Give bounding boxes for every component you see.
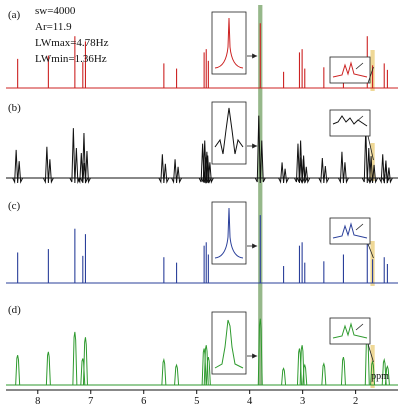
tick-label: 4 [247,396,253,407]
peak [202,151,214,184]
panel-label: (d) [8,304,21,316]
param-lwmin: LWmin=1.36Hz [35,53,107,65]
peak [205,357,211,386]
peak [45,351,51,386]
inset-marker [329,56,371,84]
peak [254,115,266,184]
peak [200,140,212,184]
peak [318,158,330,184]
peak [278,162,290,184]
tick-label: 2 [353,396,358,407]
peak [72,331,78,386]
panel-b: (b) [6,101,398,184]
inset-marker [329,109,371,137]
peak [384,364,390,386]
peak [161,357,167,386]
tick-label: 7 [88,396,93,407]
panel-a: (a) [6,9,398,91]
peak [381,160,393,184]
peak [367,156,379,184]
inset-marker [329,317,371,345]
param-ar: Ar=11.9 [35,21,72,33]
panel-label: (c) [8,200,21,212]
param-lwmax: LWmax=4.78Hz [35,37,109,49]
peak [257,318,263,386]
param-sw: sw=4000 [35,5,76,17]
tick-label: 8 [35,396,40,407]
ppm-axis: 8 7 6 5 4 3 2 ppm [6,371,398,407]
peak [158,154,170,184]
inset-marker [329,217,371,245]
tick-label: 6 [141,396,146,407]
peak [82,337,88,386]
peak [42,146,54,184]
peak [174,363,180,386]
highlight-band-marker [370,143,375,181]
x-axis-label: ppm [371,371,389,382]
peak [302,363,308,386]
inset-solvent [211,11,247,75]
peak [15,355,21,386]
peak [80,133,91,184]
inset-solvent [211,201,247,265]
peak [321,362,327,386]
panel-d: (d) [6,304,398,388]
peak [281,367,287,386]
panel-label: (b) [8,102,21,114]
peak [370,359,376,386]
peak [337,151,349,184]
peak [361,128,373,184]
peak [299,159,311,184]
inset-solvent [211,311,247,375]
peak [198,143,210,184]
tick-label: 5 [194,396,199,407]
tick-label: 3 [300,396,305,407]
spectra-panels: (a) (b) (c) (d) [6,5,398,388]
panel-label: (a) [8,9,21,21]
highlight-band-marker [370,345,375,388]
panel-c: (c) [6,200,398,286]
peak [381,357,387,386]
peak [69,128,81,184]
inset-solvent [211,101,247,165]
peak [171,159,183,184]
highlight-band-solvent [258,5,263,385]
peak [12,149,24,184]
peak [340,357,346,386]
acquisition-parameters: sw=4000 Ar=11.9 LWmax=4.78Hz LWmin=1.36H… [35,5,109,65]
peak [299,345,305,386]
